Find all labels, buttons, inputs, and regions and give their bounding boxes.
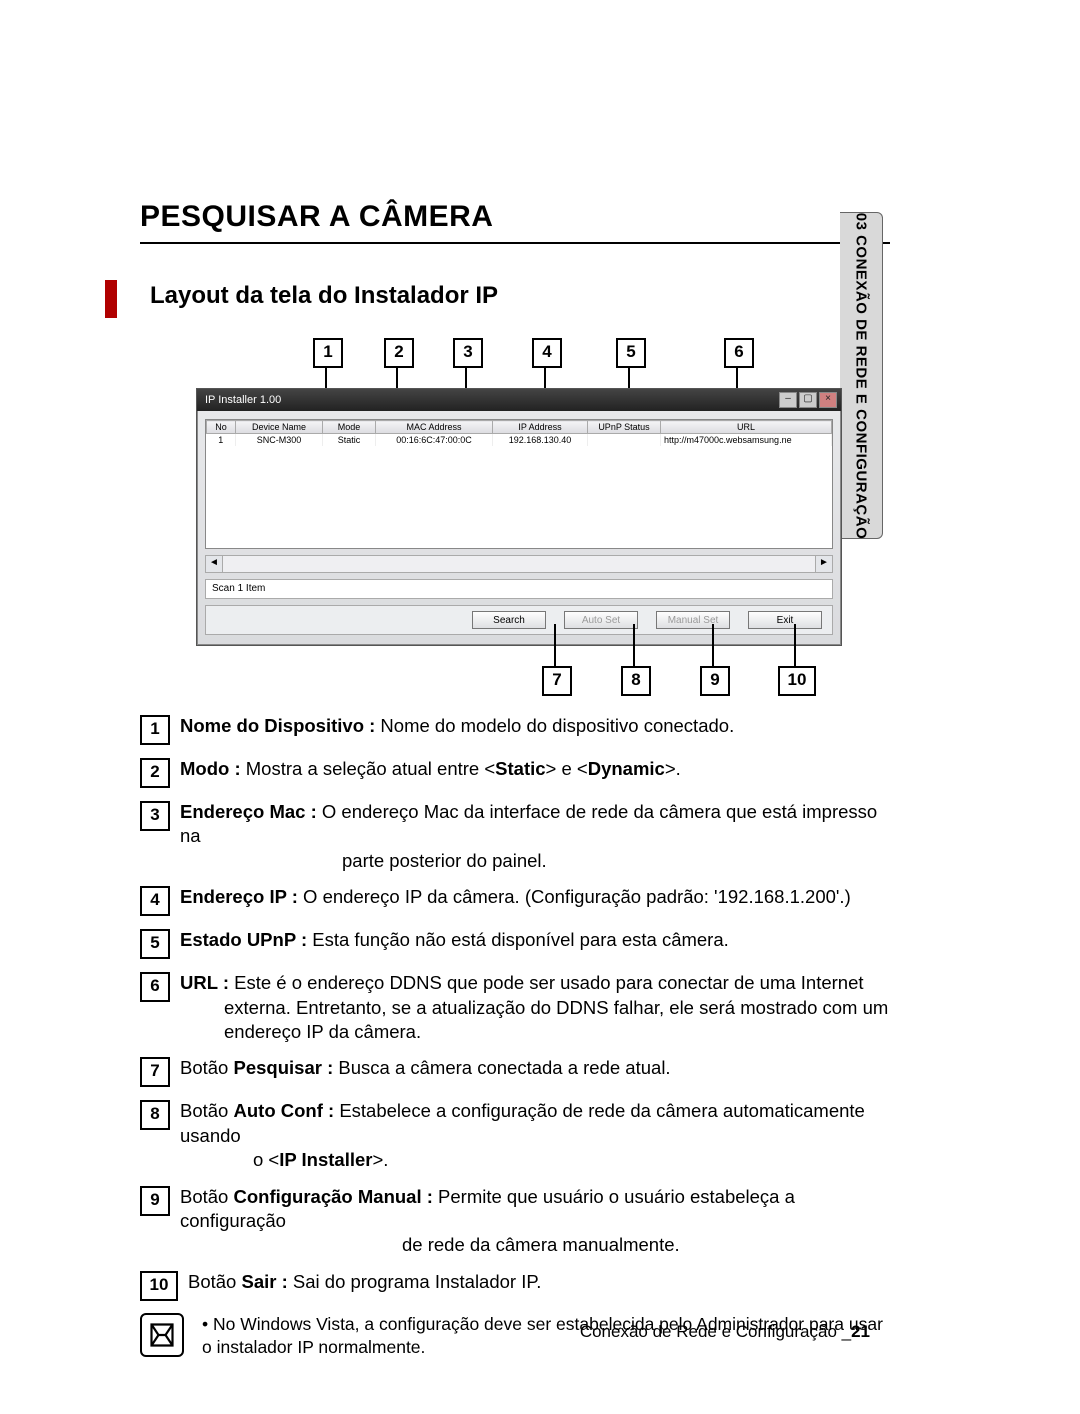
cell-no: 1 bbox=[207, 434, 236, 447]
definition-text: Endereço Mac : O endereço Mac da interfa… bbox=[180, 800, 890, 873]
callout-9: 9 bbox=[700, 666, 730, 696]
page-footer: Conexão de Rede e Configuração _21 bbox=[580, 1322, 870, 1342]
footer-text: Conexão de Rede e Configuração _ bbox=[580, 1322, 851, 1341]
col-device: Device Name bbox=[236, 421, 323, 434]
definition-number: 1 bbox=[140, 715, 170, 745]
status-bar: Scan 1 Item bbox=[205, 579, 833, 599]
cell-mac: 00:16:6C:47:00:0C bbox=[376, 434, 493, 447]
col-upnp: UPnP Status bbox=[588, 421, 661, 434]
exit-button[interactable]: Exit bbox=[748, 611, 822, 629]
definition-item: 4 Endereço IP : O endereço IP da câmera. … bbox=[140, 885, 890, 916]
device-table-wrap: No Device Name Mode MAC Address IP Addre… bbox=[205, 419, 833, 549]
horizontal-scrollbar[interactable]: ◄ ► bbox=[205, 555, 833, 573]
section-title: Layout da tela do Instalador IP bbox=[150, 282, 890, 310]
definition-number: 7 bbox=[140, 1057, 170, 1087]
callout-4: 4 bbox=[532, 338, 562, 368]
definition-item: 6 URL : Este é o endereço DDNS que pode s… bbox=[140, 971, 890, 1044]
definition-text: Botão Configuração Manual : Permite que … bbox=[180, 1185, 890, 1258]
button-bar: Search Auto Set Manual Set Exit bbox=[205, 605, 833, 635]
definition-number: 6 bbox=[140, 972, 170, 1002]
definition-item: 1 Nome do Dispositivo : Nome do modelo do… bbox=[140, 714, 890, 745]
scroll-left-icon[interactable]: ◄ bbox=[205, 555, 223, 573]
definition-item: 5 Estado UPnP : Esta função não está disp… bbox=[140, 928, 890, 959]
definition-text: Botão Auto Conf : Estabelece a configura… bbox=[180, 1099, 890, 1172]
callout-3: 3 bbox=[453, 338, 483, 368]
definitions-list: 1 Nome do Dispositivo : Nome do modelo do… bbox=[140, 714, 890, 1301]
cell-url: http://m47000c.websamsung.ne bbox=[661, 434, 832, 447]
footer-page: 21 bbox=[851, 1322, 870, 1341]
callout-6: 6 bbox=[724, 338, 754, 368]
definition-number: 8 bbox=[140, 1100, 170, 1130]
definition-number: 3 bbox=[140, 801, 170, 831]
search-button[interactable]: Search bbox=[472, 611, 546, 629]
definition-number: 9 bbox=[140, 1186, 170, 1216]
callout-8: 8 bbox=[621, 666, 651, 696]
close-button[interactable]: × bbox=[819, 392, 837, 408]
accent-bar bbox=[105, 280, 117, 318]
callout-9-stem bbox=[712, 624, 714, 666]
callout-10-stem bbox=[794, 624, 796, 666]
window-titlebar: IP Installer 1.00 – ▢ × bbox=[197, 389, 841, 411]
callout-1: 1 bbox=[313, 338, 343, 368]
callout-10: 10 bbox=[778, 666, 816, 696]
definition-text: Nome do Dispositivo : Nome do modelo do … bbox=[180, 714, 890, 738]
minimize-button[interactable]: – bbox=[779, 392, 797, 408]
device-table: No Device Name Mode MAC Address IP Addre… bbox=[206, 420, 832, 446]
callout-5: 5 bbox=[616, 338, 646, 368]
definition-number: 4 bbox=[140, 886, 170, 916]
definition-item: 7 Botão Pesquisar : Busca a câmera conect… bbox=[140, 1056, 890, 1087]
cell-mode: Static bbox=[323, 434, 376, 447]
definition-item: 3 Endereço Mac : O endereço Mac da interf… bbox=[140, 800, 890, 873]
col-mac: MAC Address bbox=[376, 421, 493, 434]
table-row[interactable]: 1 SNC-M300 Static 00:16:6C:47:00:0C 192.… bbox=[207, 434, 832, 447]
col-ip: IP Address bbox=[493, 421, 588, 434]
autoset-button[interactable]: Auto Set bbox=[564, 611, 638, 629]
maximize-button[interactable]: ▢ bbox=[799, 392, 817, 408]
note-icon bbox=[140, 1313, 184, 1357]
ip-installer-window: IP Installer 1.00 – ▢ × No Device Name M… bbox=[196, 388, 842, 646]
callout-7: 7 bbox=[542, 666, 572, 696]
definition-text: URL : Este é o endereço DDNS que pode se… bbox=[180, 971, 890, 1044]
col-no: No bbox=[207, 421, 236, 434]
definition-text: Botão Pesquisar : Busca a câmera conecta… bbox=[180, 1056, 890, 1080]
definition-text: Modo : Mostra a seleção atual entre <Sta… bbox=[180, 757, 890, 781]
definition-text: Estado UPnP : Esta função não está dispo… bbox=[180, 928, 890, 952]
manualset-button[interactable]: Manual Set bbox=[656, 611, 730, 629]
col-url: URL bbox=[661, 421, 832, 434]
definition-number: 5 bbox=[140, 929, 170, 959]
definition-text: Endereço IP : O endereço IP da câmera. (… bbox=[180, 885, 890, 909]
cell-upnp bbox=[588, 434, 661, 447]
definition-item: 2 Modo : Mostra a seleção atual entre <St… bbox=[140, 757, 890, 788]
window-title: IP Installer 1.00 bbox=[205, 394, 281, 406]
scroll-right-icon[interactable]: ► bbox=[815, 555, 833, 573]
definition-number: 10 bbox=[140, 1271, 178, 1301]
cell-ip: 192.168.130.40 bbox=[493, 434, 588, 447]
page-title: PESQUISAR A CÂMERA bbox=[140, 200, 890, 234]
title-rule bbox=[140, 242, 890, 244]
definition-number: 2 bbox=[140, 758, 170, 788]
definition-text: Botão Sair : Sai do programa Instalador … bbox=[188, 1270, 890, 1294]
definition-item: 9 Botão Configuração Manual : Permite que… bbox=[140, 1185, 890, 1258]
definition-item: 10 Botão Sair : Sai do programa Instalado… bbox=[140, 1270, 890, 1301]
callouts-bottom: 7 8 9 10 bbox=[196, 646, 890, 696]
col-mode: Mode bbox=[323, 421, 376, 434]
callouts-top: 1 2 3 4 5 6 bbox=[196, 338, 890, 388]
callout-7-stem bbox=[554, 624, 556, 666]
definition-item: 8 Botão Auto Conf : Estabelece a configur… bbox=[140, 1099, 890, 1172]
cell-device: SNC-M300 bbox=[236, 434, 323, 447]
callout-2: 2 bbox=[384, 338, 414, 368]
callout-8-stem bbox=[633, 624, 635, 666]
